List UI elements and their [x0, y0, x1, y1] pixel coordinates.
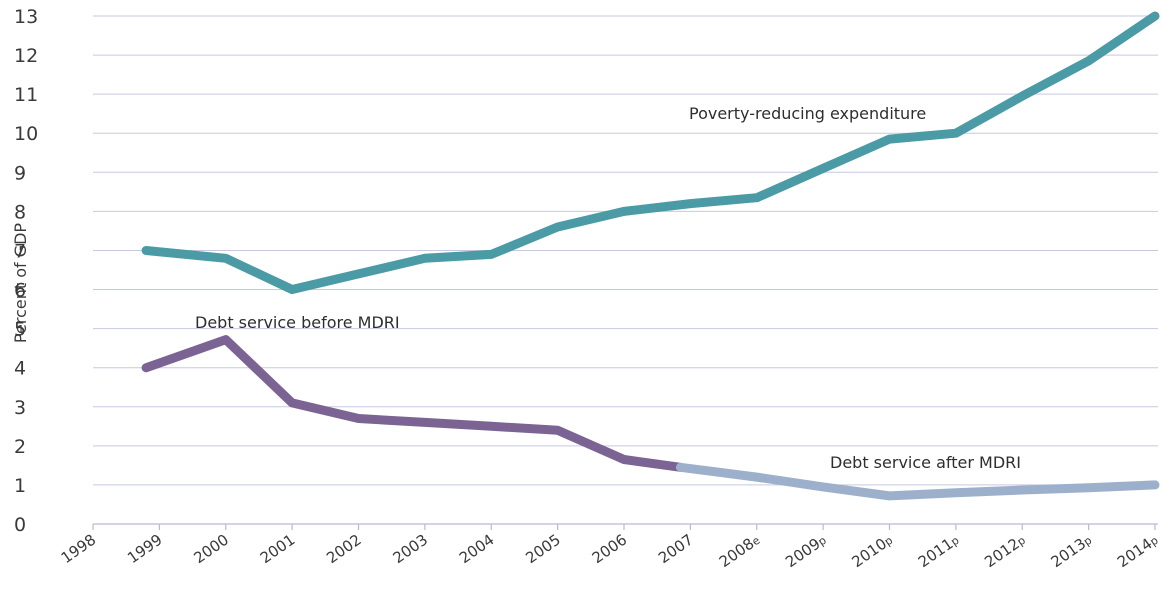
y-tick-label-2: 2	[14, 436, 26, 458]
series-line-0	[141, 11, 1160, 294]
series-lines	[141, 11, 1160, 501]
x-tick-label-2000: 2000	[190, 531, 232, 568]
x-tick-label-2008: 2008e	[716, 530, 763, 571]
x-tick-label-2004: 2004	[456, 531, 498, 568]
x-tick-label-2002: 2002	[323, 531, 365, 568]
x-tick-suffix-2013: p	[1081, 534, 1094, 549]
x-tick-label-2010: 2010p	[848, 531, 895, 572]
y-tick-label-11: 11	[14, 84, 38, 106]
x-tick-label-2003: 2003	[390, 531, 432, 568]
y-tick-label-4: 4	[14, 358, 26, 380]
series-line-1	[141, 335, 685, 472]
y-tick-label-5: 5	[14, 319, 26, 341]
x-tick-label-2011: 2011p	[915, 531, 962, 572]
x-tick-suffix-2012: p	[1015, 534, 1028, 549]
label-debt-service-before-mdri: Debt service before MDRI	[195, 313, 400, 332]
series-line-2	[675, 462, 1160, 501]
y-tick-label-7: 7	[14, 240, 26, 262]
x-tick-label-2001: 2001	[257, 531, 299, 568]
y-tick-label-6: 6	[14, 280, 26, 302]
x-tick-label-1998: 1998	[58, 531, 100, 568]
x-tick-label-2009: 2009p	[782, 531, 829, 572]
x-tick-label-2012: 2012p	[981, 531, 1028, 572]
y-tick-label-9: 9	[14, 162, 26, 184]
x-tick-label-1999: 1999	[124, 531, 166, 568]
x-tick-suffix-2014: p	[1148, 534, 1161, 549]
x-tick-label-2005: 2005	[522, 531, 564, 568]
y-tick-label-0: 0	[14, 514, 26, 536]
x-tick-suffix-2009: p	[816, 534, 829, 549]
y-tick-label-3: 3	[14, 397, 26, 419]
x-tick-suffix-2008: e	[749, 534, 762, 549]
label-poverty-reducing-expenditure: Poverty-reducing expenditure	[689, 104, 926, 123]
x-tick-label-2007: 2007	[655, 531, 697, 568]
x-axis-ticks: 1998 1999 2000 2001 2002 2003 2004 2005 2006 2007…	[58, 524, 1161, 572]
y-tick-label-12: 12	[14, 45, 38, 67]
x-tick-suffix-2011: p	[948, 534, 961, 549]
grid-lines	[93, 15, 1158, 486]
label-debt-service-after-mdri: Debt service after MDRI	[830, 453, 1021, 472]
y-tick-label-8: 8	[14, 201, 26, 223]
y-axis-label: Percent of GDP	[11, 223, 30, 344]
y-tick-label-13: 13	[14, 6, 38, 28]
y-tick-label-10: 10	[14, 123, 38, 145]
x-tick-label-2006: 2006	[589, 531, 631, 568]
x-tick-label-2014: 2014p	[1114, 531, 1161, 572]
x-tick-label-2013: 2013p	[1048, 531, 1095, 572]
y-tick-label-1: 1	[14, 475, 26, 497]
x-tick-suffix-2010: p	[882, 534, 895, 549]
